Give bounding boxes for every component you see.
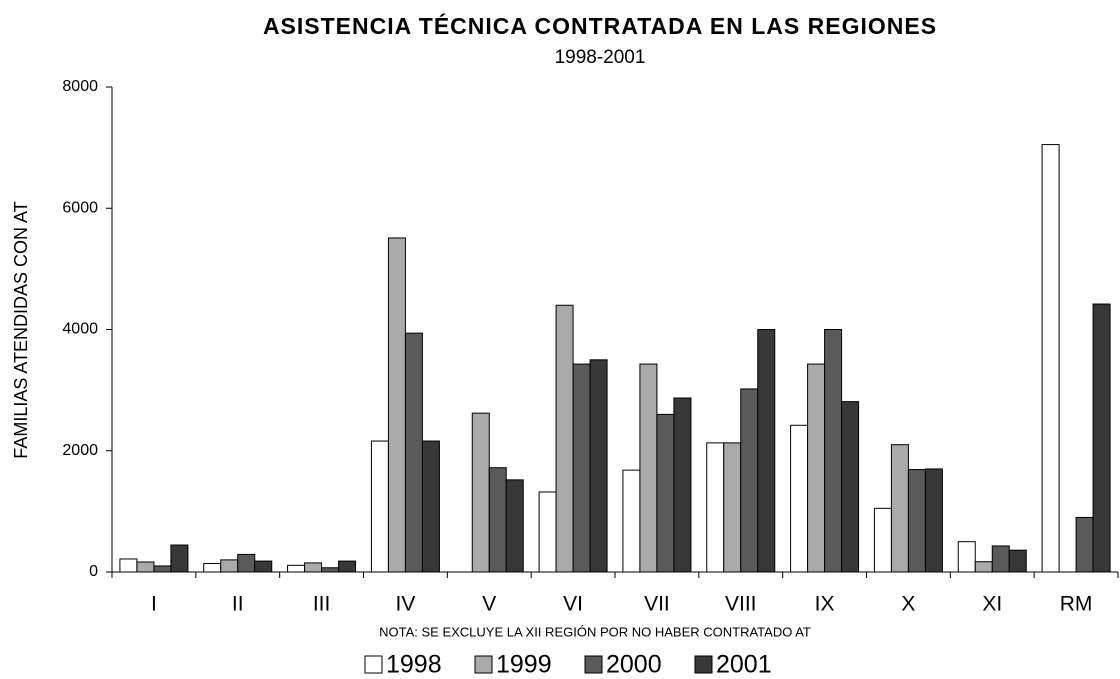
x-tick-label: V (482, 593, 496, 616)
bar (1075, 516, 1094, 573)
bar (203, 563, 222, 573)
bar (505, 479, 524, 573)
y-tick-label: 4000 (62, 321, 98, 338)
bar (387, 237, 406, 573)
bar (287, 564, 306, 573)
bar (153, 565, 172, 573)
x-tick-label: XI (982, 593, 1002, 616)
legend-label: 2000 (606, 651, 662, 679)
x-tick-label: VI (563, 593, 583, 616)
bar (790, 424, 809, 573)
bar (421, 440, 440, 573)
bar (824, 329, 843, 573)
bar (841, 401, 860, 573)
y-axis-label: FAMILIAS ATENDIDAS CON AT (11, 201, 31, 458)
bar (572, 363, 591, 573)
bar (1008, 549, 1027, 573)
bar (488, 467, 507, 573)
legend-label: 1998 (386, 651, 442, 679)
bar (237, 553, 256, 573)
x-tick-label: X (901, 593, 915, 616)
bar (1041, 144, 1060, 573)
x-tick-label: VII (644, 593, 670, 616)
bar (589, 359, 608, 573)
y-tick-label: 2000 (62, 442, 98, 459)
x-tick-label: II (232, 593, 244, 616)
bar (907, 469, 926, 573)
bar (254, 560, 273, 573)
bar (723, 442, 742, 573)
bar (170, 544, 189, 573)
bar (370, 440, 389, 573)
legend-label: 1999 (496, 651, 552, 679)
legend-swatch (694, 655, 713, 674)
bar (873, 507, 892, 573)
legend-swatch (584, 655, 603, 674)
bar (119, 558, 138, 573)
bar (321, 567, 340, 573)
bar (639, 363, 658, 573)
y-tick-label: 6000 (62, 199, 98, 216)
bar (1092, 303, 1111, 573)
bar (471, 412, 490, 573)
x-tick-label: III (313, 593, 331, 616)
x-tick-label: VIII (725, 593, 757, 616)
legend-swatch (474, 655, 493, 674)
bar (220, 559, 239, 573)
x-tick-label: RM (1060, 593, 1093, 616)
bar (136, 561, 155, 573)
note: NOTA: SE EXCLUYE LA XII REGIÓN POR NO HA… (379, 624, 811, 639)
y-tick-label: 0 (89, 563, 98, 580)
bar (338, 560, 357, 573)
bar (890, 444, 909, 573)
bar (991, 545, 1010, 573)
bar (555, 304, 574, 573)
bar (304, 562, 323, 573)
bar (740, 388, 759, 573)
bar (706, 442, 725, 573)
bar (757, 329, 776, 573)
bar (404, 332, 423, 573)
legend-label: 2001 (716, 651, 772, 679)
bar (622, 469, 641, 573)
y-tick-label: 8000 (62, 78, 98, 95)
bar (974, 561, 993, 573)
x-tick-label: IV (395, 593, 415, 616)
bar (538, 491, 557, 573)
x-tick-label: IX (815, 593, 835, 616)
bar (673, 397, 692, 573)
chart-subtitle: 1998-2001 (555, 47, 646, 68)
legend-swatch (364, 655, 383, 674)
chart-title: ASISTENCIA TÉCNICA CONTRATADA EN LAS REG… (263, 12, 937, 39)
bar (957, 541, 976, 573)
bar (656, 413, 675, 573)
x-tick-label: I (151, 593, 157, 616)
bar (924, 468, 943, 573)
bar (807, 363, 826, 573)
